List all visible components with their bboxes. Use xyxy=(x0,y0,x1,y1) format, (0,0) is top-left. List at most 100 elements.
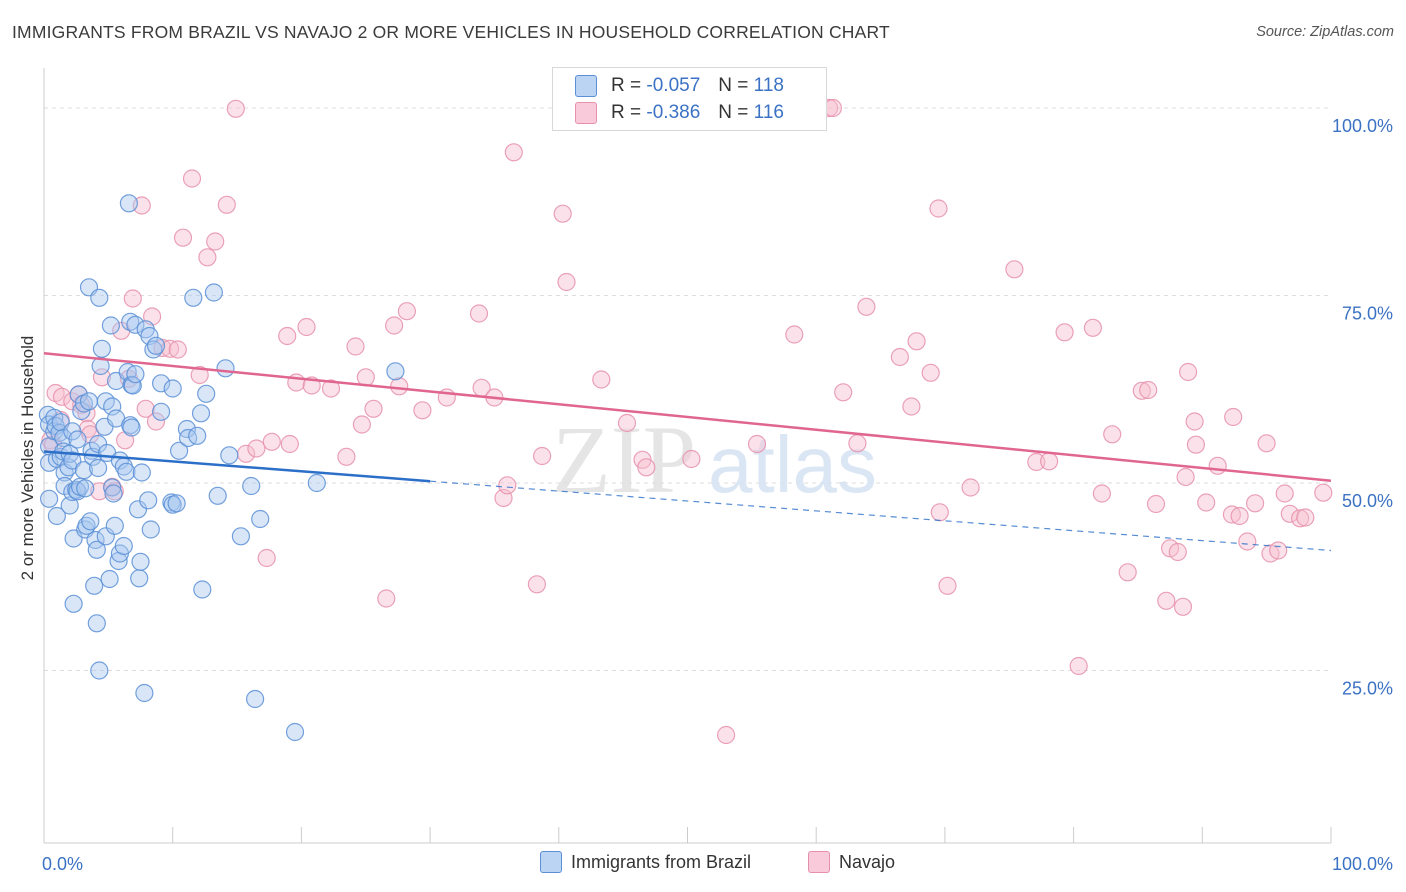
brazil-point-56 xyxy=(101,316,121,335)
navajo-point-87 xyxy=(1039,452,1059,471)
brazil-point-104 xyxy=(208,486,227,505)
navajo-point-92 xyxy=(1103,425,1122,444)
brazil-point-98 xyxy=(184,288,203,307)
brazil-point-101 xyxy=(193,580,212,599)
navajo-point-76 xyxy=(857,297,876,316)
navajo-point-42 xyxy=(321,379,341,398)
navajo-point-61 xyxy=(532,446,552,466)
navajo-point-20 xyxy=(136,399,155,418)
navajo-point-103 xyxy=(1185,412,1204,431)
brazil-point-99 xyxy=(188,426,207,445)
navajo-point-88 xyxy=(1055,323,1074,342)
navajo-point-34 xyxy=(247,439,266,458)
brazil-point-79 xyxy=(130,569,149,588)
navajo-point-84 xyxy=(961,478,980,497)
brazil-point-27 xyxy=(68,430,87,449)
navajo-point-95 xyxy=(1139,380,1158,400)
navajo-point-54 xyxy=(469,304,489,323)
brazil-point-78 xyxy=(128,500,148,519)
navajo-point-46 xyxy=(356,368,375,387)
navajo-r-label: R = xyxy=(611,102,642,123)
navajo-point-48 xyxy=(377,589,396,608)
legend-item-brazil[interactable]: Immigrants from Brazil xyxy=(540,851,751,873)
brazil-point-82 xyxy=(135,683,154,703)
navajo-point-93 xyxy=(1118,563,1137,582)
legend-swatch-navajo xyxy=(808,851,830,873)
navajo-point-32 xyxy=(226,99,245,118)
navajo-point-90 xyxy=(1083,318,1103,337)
navajo-point-65 xyxy=(617,413,637,433)
navajo-point-70 xyxy=(747,434,767,454)
navajo-point-83 xyxy=(938,576,957,595)
navajo-point-82 xyxy=(930,503,949,522)
brazil-point-113 xyxy=(386,362,405,381)
watermark-zip: ZIP xyxy=(552,406,696,513)
chart-source: Source: ZipAtlas.com xyxy=(1256,24,1394,40)
navajo-point-117 xyxy=(1290,509,1310,528)
navajo-point-67 xyxy=(637,458,656,477)
brazil-point-85 xyxy=(140,326,159,346)
brazil-point-77 xyxy=(126,365,145,384)
brazil-point-84 xyxy=(139,491,158,510)
brazil-point-44 xyxy=(87,540,106,559)
brazil-point-111 xyxy=(285,722,305,742)
navajo-point-64 xyxy=(592,370,611,389)
y-tick-label-2: 75.0% xyxy=(1342,304,1393,324)
navajo-point-110 xyxy=(1238,532,1257,551)
brazil-point-92 xyxy=(163,379,182,398)
brazil-point-38 xyxy=(81,512,100,531)
navajo-point-71 xyxy=(785,325,804,344)
navajo-point-79 xyxy=(907,332,926,351)
chart-title: IMMIGRANTS FROM BRAZIL VS NAVAJO 2 OR MO… xyxy=(12,22,890,42)
navajo-point-115 xyxy=(1275,484,1294,503)
brazil-point-110 xyxy=(251,509,270,529)
legend-swatch-brazil xyxy=(540,851,562,873)
navajo-point-104 xyxy=(1186,435,1206,454)
navajo-point-59 xyxy=(504,143,523,162)
brazil-point-67 xyxy=(114,536,133,556)
trend-lines xyxy=(43,352,1332,552)
navajo-point-45 xyxy=(352,415,371,434)
navajo-point-78 xyxy=(902,397,921,416)
brazil-point-109 xyxy=(246,689,265,709)
brazil-point-47 xyxy=(90,661,109,680)
navajo-swatch xyxy=(575,102,597,124)
navajo-point-107 xyxy=(1222,505,1242,524)
correlation-legend: R = -0.057 N = 118 R = -0.386 N = 116 xyxy=(552,67,827,131)
legend-item-navajo[interactable]: Navajo xyxy=(808,851,895,873)
navajo-point-51 xyxy=(397,302,416,321)
navajo-point-75 xyxy=(848,434,867,453)
navajo-point-109 xyxy=(1230,506,1249,526)
y-tick-label-0: 25.0% xyxy=(1342,679,1393,699)
brazil-point-112 xyxy=(307,473,326,493)
brazil-point-34 xyxy=(76,479,95,498)
brazil-point-102 xyxy=(197,384,216,403)
navajo-point-68 xyxy=(682,449,701,469)
brazil-point-59 xyxy=(104,484,123,503)
navajo-point-94 xyxy=(1132,381,1151,400)
brazil-point-108 xyxy=(242,476,261,496)
navajo-point-114 xyxy=(1269,541,1288,560)
navajo-point-28 xyxy=(190,365,209,385)
navajo-point-43 xyxy=(337,447,356,466)
navajo-point-101 xyxy=(1176,467,1195,487)
navajo-point-112 xyxy=(1257,434,1276,453)
navajo-point-26 xyxy=(173,228,193,247)
brazil-point-60 xyxy=(105,516,124,535)
brazil-point-22 xyxy=(63,451,82,470)
navajo-point-49 xyxy=(385,316,404,335)
brazil-trend-dashed xyxy=(430,480,1332,552)
legend-label-brazil: Immigrants from Brazil xyxy=(571,851,752,872)
navajo-point-85 xyxy=(1005,260,1024,279)
navajo-point-74 xyxy=(834,383,853,402)
brazil-point-50 xyxy=(92,339,112,358)
brazil-point-42 xyxy=(86,530,105,550)
navajo-point-47 xyxy=(364,399,383,418)
navajo-point-108 xyxy=(1224,407,1243,427)
brazil-point-86 xyxy=(141,520,160,539)
brazil-point-103 xyxy=(204,283,223,302)
brazil-n-value: 118 xyxy=(753,75,784,96)
brazil-point-74 xyxy=(122,418,141,437)
navajo-point-25 xyxy=(168,340,187,359)
